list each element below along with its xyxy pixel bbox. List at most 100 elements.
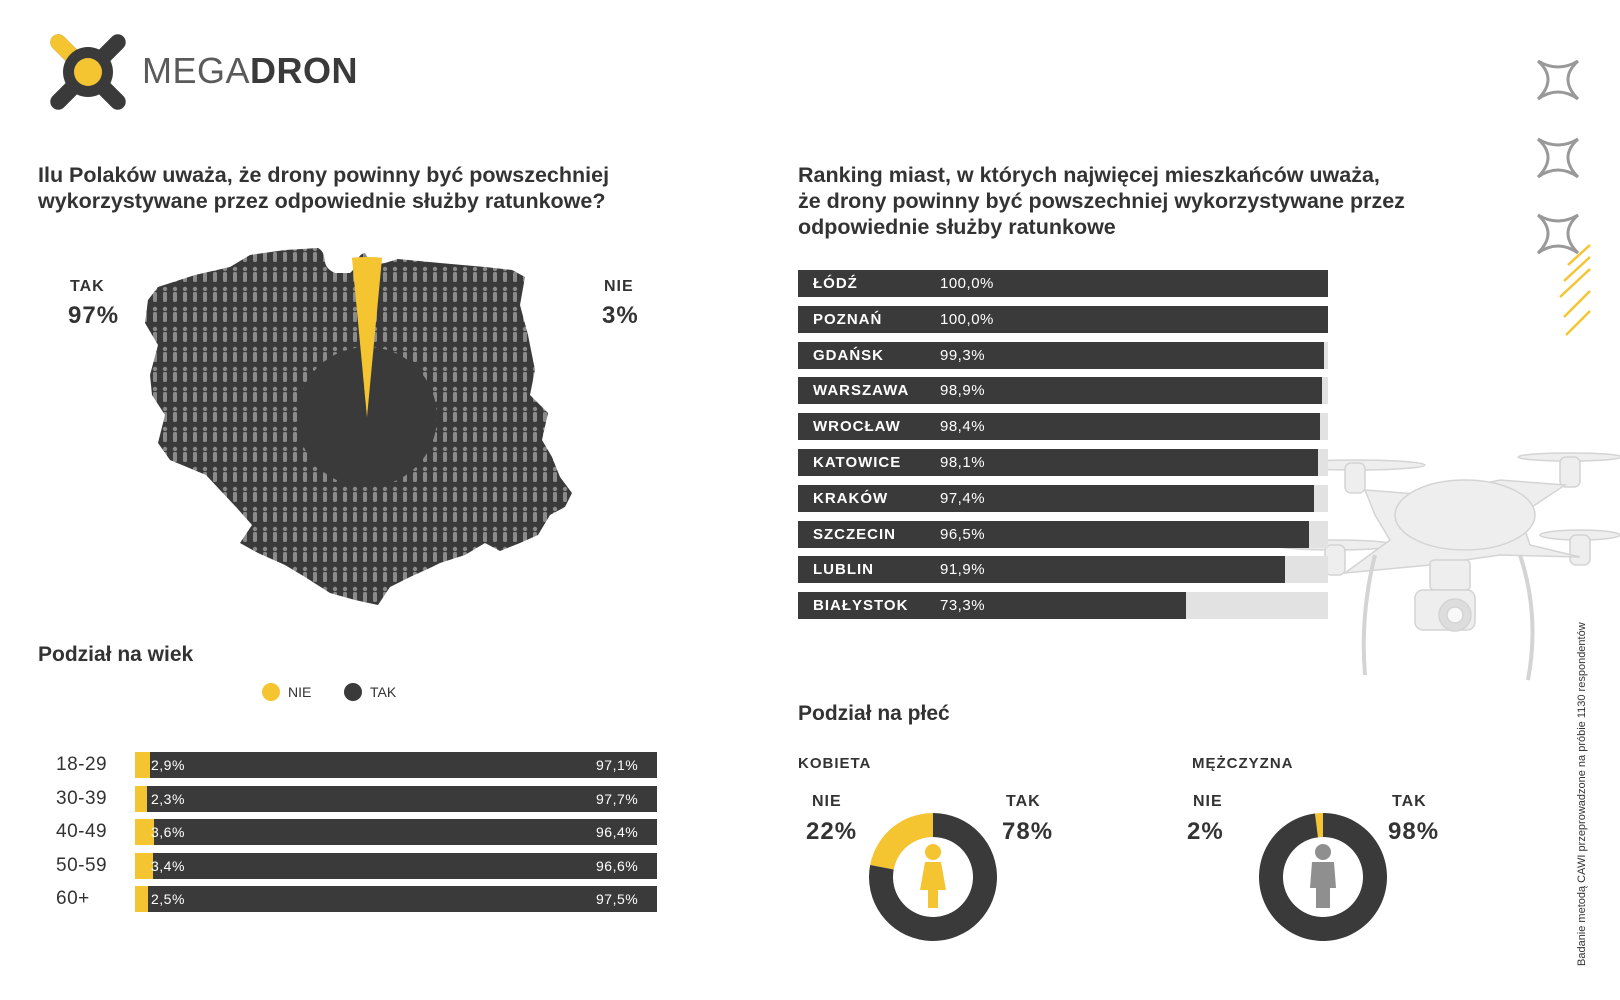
age-bar-tak (148, 886, 657, 912)
age-bar-nie (135, 785, 147, 812)
female-nie-value: 22% (806, 818, 858, 845)
brand-name-part1: MEGA (142, 50, 251, 91)
age-bar-tak-label: 96,6% (596, 857, 639, 874)
donut-slice-nie (870, 813, 933, 870)
city-bar-track: ŁÓDŹ 100,0% (798, 270, 1328, 297)
city-bar (798, 520, 1310, 548)
city-name-label: POZNAŃ (813, 310, 883, 328)
age-bar-tak-label: 97,5% (596, 891, 639, 907)
city-name-label: ŁÓDŹ (813, 275, 858, 292)
ranking-question-title: Ranking miast, w których najwięcej miesz… (798, 162, 1498, 240)
city-bar (798, 556, 1286, 584)
donut-slice-tak (869, 813, 997, 941)
age-bar-tak (150, 752, 657, 778)
brand-name-part2: DRON (250, 50, 359, 91)
map-question-line1: Ilu Polaków uważa, że drony powinny być … (38, 163, 610, 187)
city-value-label: 99,3% (940, 346, 986, 364)
brand-name: MEGADRON (142, 50, 358, 92)
donut-slice-tak (1259, 813, 1387, 941)
city-bar-track: BIAŁYSTOK 73,3% (798, 592, 1328, 620)
female-title: KOBIETA (798, 755, 872, 772)
city-bar (798, 449, 1318, 476)
city-value-label: 100,0% (940, 275, 994, 292)
map-pie-slice-tak (297, 347, 437, 487)
city-value-label: 98,1% (940, 454, 986, 471)
city-bar (798, 270, 1328, 297)
male-tak-label: TAK (1392, 793, 1427, 810)
ranking-question-line3: odpowiednie służby ratunkowe (798, 215, 1116, 239)
city-value-label: 100,0% (940, 310, 994, 328)
city-bar (798, 377, 1323, 405)
age-bar-nie (135, 819, 154, 845)
donut-slice-nie (1314, 813, 1323, 838)
city-name-label: LUBLIN (813, 561, 874, 579)
legend-nie-swatch-icon (262, 683, 280, 701)
age-group-label: 60+ (56, 888, 90, 909)
age-bar-nie (135, 752, 151, 778)
map-tak-value: 97% (68, 302, 120, 329)
city-name-label: GDAŃSK (813, 346, 885, 364)
city-bar (798, 413, 1320, 441)
ranking-question-line1: Ranking miast, w których najwięcej miesz… (798, 163, 1380, 187)
female-donut (869, 813, 997, 941)
age-bar-nie-label: 2,3% (151, 790, 185, 807)
city-bar-track: SZCZECIN 96,5% (798, 520, 1328, 548)
male-figure-icon (1310, 844, 1336, 908)
female-tak-value: 78% (1002, 818, 1054, 845)
city-bar-track: KATOWICE 98,1% (798, 449, 1328, 476)
age-bar-tak-label: 97,1% (596, 757, 639, 773)
male-donut (1259, 813, 1387, 941)
male-nie-label: NIE (1193, 793, 1223, 810)
male-tak-value: 98% (1388, 818, 1440, 845)
age-bar-nie-label: 2,5% (151, 891, 185, 907)
city-name-label: WARSZAWA (813, 382, 910, 400)
legend-tak-label: TAK (370, 684, 397, 700)
age-group-label: 18-29 (56, 754, 108, 775)
age-section-title: Podział na wiek (38, 643, 194, 666)
city-bar-track: POZNAŃ 100,0% (798, 305, 1328, 333)
city-value-label: 73,3% (940, 597, 986, 615)
city-bar-track: WROCŁAW 98,4% (798, 413, 1328, 441)
poland-map-chart (145, 248, 572, 605)
map-nie-value: 3% (602, 302, 639, 329)
female-nie-label: NIE (812, 793, 842, 810)
city-value-label: 96,5% (940, 525, 986, 543)
city-bar (798, 341, 1325, 369)
city-name-label: KRAKÓW (813, 489, 889, 507)
male-title: MĘŻCZYZNA (1192, 755, 1294, 772)
city-bar (798, 305, 1328, 333)
decorative-x-icons (1536, 59, 1591, 336)
age-bar-nie-label: 3,4% (151, 857, 185, 874)
age-bar-tak (153, 819, 657, 845)
map-pie-slice-nie (351, 257, 383, 417)
drone-illustration (1280, 452, 1620, 681)
age-group-label: 50-59 (56, 854, 108, 876)
city-bar-track: GDAŃSK 99,3% (798, 341, 1328, 369)
city-bar-track: WARSZAWA 98,9% (798, 377, 1328, 405)
city-value-label: 98,4% (940, 418, 986, 436)
city-name-label: SZCZECIN (813, 525, 896, 543)
female-donut-chart (869, 813, 997, 941)
male-donut-chart (1259, 813, 1387, 941)
age-legend-nie: NIE (262, 683, 311, 701)
city-name-label: KATOWICE (813, 454, 902, 471)
city-name-label: BIAŁYSTOK (813, 597, 909, 615)
age-legend-tak: TAK (344, 683, 396, 701)
age-bar-tak (152, 852, 657, 879)
age-group-label: 40-49 (56, 821, 108, 842)
age-bar-nie (135, 886, 149, 912)
city-bar-track: LUBLIN 91,9% (798, 556, 1328, 584)
age-bar-tak-label: 96,4% (596, 824, 639, 840)
megadron-logo-icon (50, 34, 126, 110)
city-value-label: 98,9% (940, 382, 986, 400)
map-nie-label: NIE (604, 278, 634, 295)
city-bar-track: KRAKÓW 97,4% (798, 484, 1328, 512)
map-tak-label: TAK (70, 278, 105, 295)
map-pie (297, 257, 437, 487)
male-nie-value: 2% (1187, 818, 1224, 845)
ranking-question-line2: że drony powinny być powszechniej wykorz… (798, 189, 1405, 213)
age-bar-nie-label: 2,9% (151, 757, 185, 773)
map-question-line2: wykorzystywane przez odpowiednie służby … (38, 189, 606, 213)
age-bar-tak-label: 97,7% (596, 790, 639, 807)
city-value-label: 91,9% (940, 561, 986, 579)
